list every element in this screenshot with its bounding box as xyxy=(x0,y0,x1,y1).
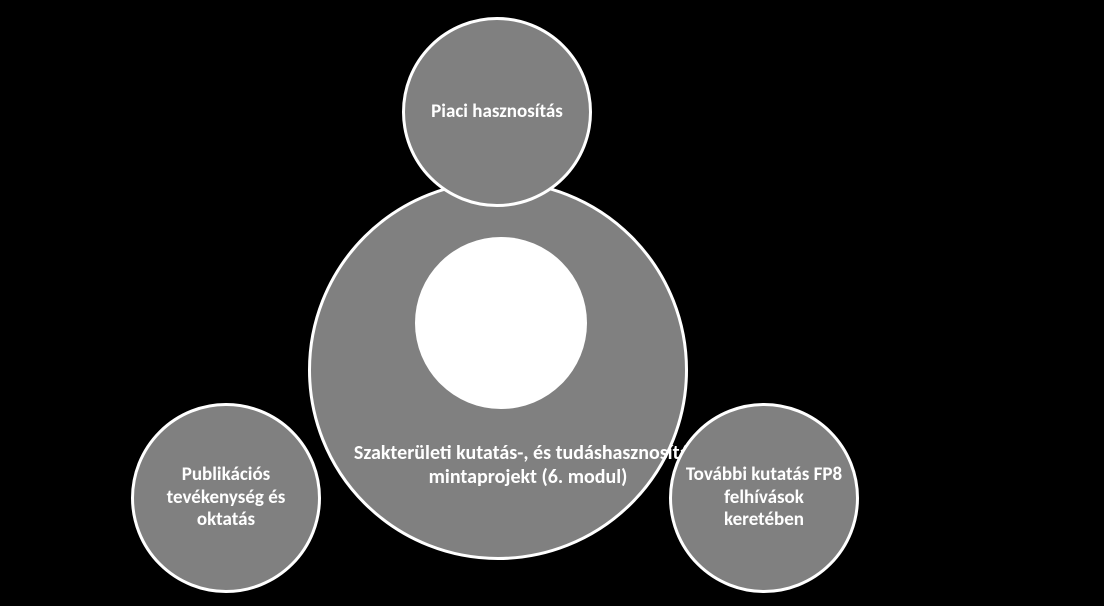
diagram-stage: Szakterületi kutatás-, és tudáshasznosít… xyxy=(0,0,1104,606)
center-circle: Szakterületi kutatás-, és tudáshasznosít… xyxy=(308,180,688,560)
satellite-circle-left: Publikációs tevékenység és oktatás xyxy=(131,403,321,593)
satellite-label-top: Piaci hasznosítás xyxy=(421,101,573,124)
satellite-label-right: További kutatás FP8 felhívások keretében xyxy=(672,464,856,532)
satellite-circle-right: További kutatás FP8 felhívások keretében xyxy=(669,403,859,593)
center-inner-white-circle xyxy=(415,237,587,409)
satellite-circle-top: Piaci hasznosítás xyxy=(402,17,592,207)
satellite-label-left: Publikációs tevékenység és oktatás xyxy=(134,464,318,532)
